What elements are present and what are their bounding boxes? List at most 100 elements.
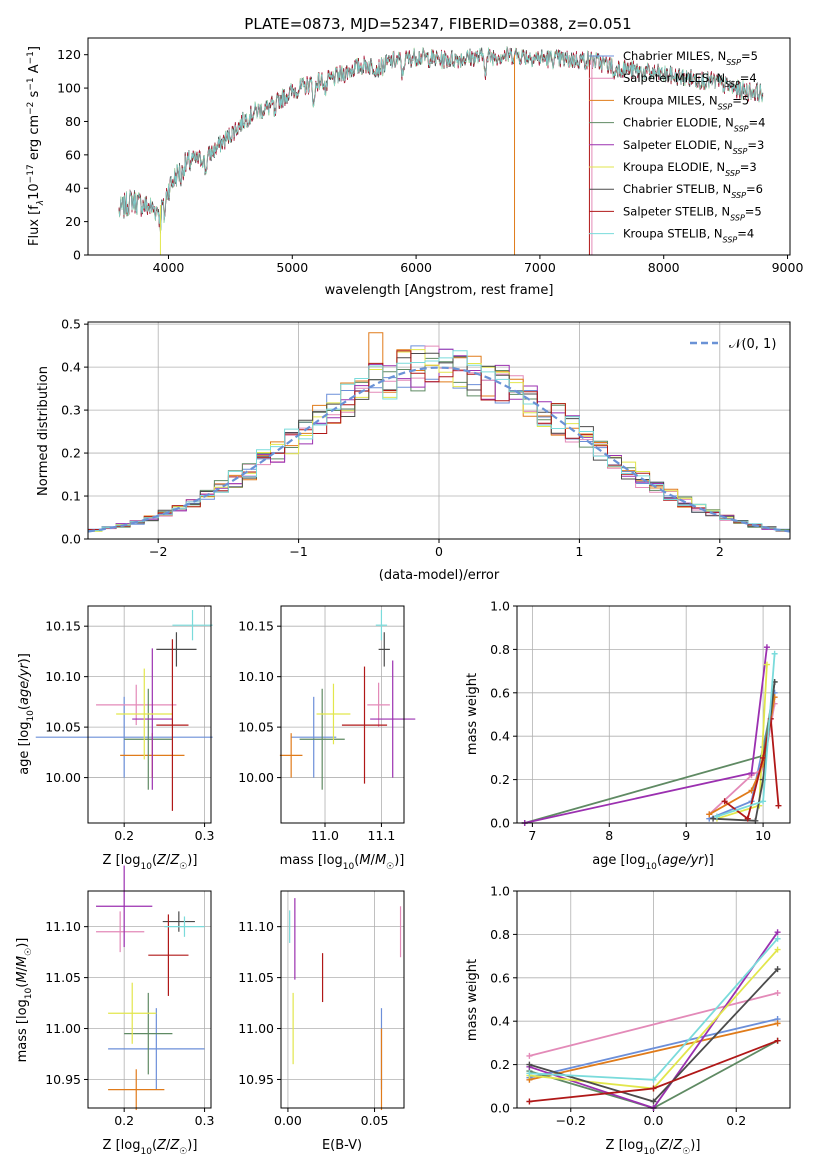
y-tick-label: 120 [57, 47, 81, 62]
y-tick-label: 10.15 [238, 619, 274, 634]
x-tick-label: 9000 [772, 260, 804, 275]
x-tick-label: 11.0 [311, 828, 339, 843]
x-tick-label: 7000 [524, 260, 556, 275]
weight-point-marker [763, 644, 770, 651]
mass-vs-metallicity-xlabel: Z [log10(Z/Z☉)] [103, 1138, 198, 1157]
weight-point-marker [526, 1098, 533, 1105]
weight-point-marker [774, 989, 781, 996]
weight-point-marker [774, 946, 781, 953]
y-tick-label: 20 [65, 214, 81, 229]
x-tick-label: 9 [682, 828, 690, 843]
y-tick-label: 0.4 [490, 1014, 510, 1029]
weight-vs-metallicity-ylabel: mass weight [465, 959, 480, 1041]
weight-point-marker [775, 802, 782, 809]
mass-vs-metallicity-frame [87, 890, 212, 1109]
weight-vs-age-panel: 7 8 9 10 0.0 0.2 0.4 0.6 0.8 1.0 age [log10(age/y… [465, 599, 791, 872]
y-tick-label: 1.0 [490, 599, 510, 614]
y-tick-label: 10.10 [238, 669, 274, 684]
weight-point-marker [650, 1085, 657, 1092]
spectrum-legend-label: Kroupa ELODIE, NSSP=3 [623, 160, 757, 178]
weight-vs-age-ylabel: mass weight [465, 673, 480, 755]
mass-vs-metallicity-panel: 0.2 0.3 10.95 11.00 11.05 11.10 Z [log10(Z/Z☉… [15, 865, 215, 1157]
y-tick-label: 10.15 [45, 619, 81, 634]
mass-vs-metallicity-ylabel: mass [log10(M/M☉)] [15, 938, 34, 1063]
y-tick-label: 0.8 [490, 642, 510, 657]
weight-point-marker [771, 650, 778, 657]
y-tick-label: 11.05 [238, 970, 274, 985]
mass-vs-extinction-frame [280, 890, 405, 1109]
residuals-xlabel: (data-model)/error [379, 568, 500, 583]
age-vs-mass-xlabel: mass [log10(M/M☉)] [280, 853, 405, 872]
x-tick-label: 10 [755, 828, 771, 843]
spectrum-legend-label: Salpeter ELODIE, NSSP=3 [623, 138, 764, 156]
x-tick-label: 0.00 [274, 1113, 302, 1128]
normal-reference-curve [87, 366, 791, 533]
y-tick-label: 10.95 [45, 1072, 81, 1087]
spectrum-model-line [118, 46, 764, 233]
weight-point-marker [744, 815, 751, 822]
spectrum-legend-label: Chabrier ELODIE, NSSP=4 [623, 116, 765, 134]
weight-series-line [524, 681, 776, 824]
spectrum-xlabel: wavelength [Angstrom, rest frame] [325, 283, 554, 298]
y-tick-label: 0.2 [490, 1057, 510, 1072]
residual-histogram [88, 349, 790, 532]
weight-point-marker [774, 1037, 781, 1044]
spectrum-legend: Chabrier MILES, NSSP=5 Salpeter MILES, NS… [589, 49, 765, 244]
y-tick-label: 0.6 [490, 970, 510, 985]
normal-reference-legend-label: 𝒩(0, 1) [729, 337, 776, 352]
y-tick-label: 0.0 [490, 816, 510, 831]
spectrum-legend-label: Salpeter STELIB, NSSP=5 [623, 204, 762, 222]
weight-point-marker [748, 787, 755, 794]
y-tick-label: 11.05 [45, 970, 81, 985]
y-tick-label: 0.4 [61, 360, 81, 375]
spectrum-legend-label: Kroupa STELIB, NSSP=4 [623, 227, 754, 245]
y-tick-label: 0.4 [490, 729, 510, 744]
y-tick-label: 10.95 [238, 1072, 274, 1087]
spectrum-title: PLATE=0873, MJD=52347, FIBERID=0388, z=0… [244, 15, 631, 33]
y-tick-label: 80 [65, 114, 81, 129]
spectrum-panel: PLATE=0873, MJD=52347, FIBERID=0388, z=0… [26, 15, 803, 298]
weight-point-marker [710, 815, 717, 822]
age-vs-mass-frame [280, 605, 405, 824]
weight-point-marker [650, 1076, 657, 1083]
y-tick-label: 0 [73, 248, 81, 263]
weight-point-marker [713, 813, 720, 820]
x-tick-label: 7 [528, 828, 536, 843]
x-tick-label: 0.2 [726, 1113, 746, 1128]
x-tick-label: 0.2 [114, 1113, 134, 1128]
weight-series-line [524, 647, 768, 824]
weight-point-marker [774, 929, 781, 936]
y-tick-label: 1.0 [490, 884, 510, 899]
x-tick-label: 5000 [276, 260, 308, 275]
x-tick-label: −0.2 [556, 1113, 586, 1128]
weight-vs-age-xlabel: age [log10(age/yr)] [592, 853, 714, 872]
age-vs-metallicity-panel: 0.2 0.3 10.00 10.05 10.10 10.15 Z [log10(Z/Z☉… [17, 605, 215, 872]
age-vs-metallicity-frame [87, 605, 212, 824]
residuals-legend: 𝒩(0, 1) [690, 337, 776, 352]
y-tick-label: 40 [65, 181, 81, 196]
weight-point-marker [526, 1070, 533, 1077]
weight-point-marker [526, 1061, 533, 1068]
y-tick-label: 11.00 [238, 1021, 274, 1036]
y-tick-label: 0.3 [61, 403, 81, 418]
weight-vs-age-frame [516, 605, 791, 824]
x-tick-label: 6000 [400, 260, 432, 275]
x-tick-label: 0.0 [644, 1113, 664, 1128]
residuals-ylabel: Normed distribution [36, 366, 51, 496]
x-tick-label: 0.05 [361, 1113, 389, 1128]
y-tick-label: 60 [65, 147, 81, 162]
age-vs-metallicity-xlabel: Z [log10(Z/Z☉)] [103, 853, 198, 872]
x-tick-label: 0.3 [195, 1113, 215, 1128]
weight-point-marker [760, 798, 767, 805]
y-tick-label: 11.10 [238, 919, 274, 934]
age-vs-mass-panel: 11.0 11.1 10.00 10.05 10.10 10.15 mass [log10… [238, 605, 416, 872]
weight-point-marker [763, 661, 770, 668]
weight-vs-metallicity-xlabel: Z [log10(Z/Z☉)] [606, 1138, 701, 1157]
y-tick-label: 11.10 [45, 919, 81, 934]
mass-vs-extinction-panel: 0.00 0.05 10.95 11.00 11.05 11.10 E(B-V) [238, 890, 405, 1153]
y-tick-label: 0.8 [490, 927, 510, 942]
x-tick-label: 11.1 [368, 828, 396, 843]
y-tick-label: 0.2 [61, 446, 81, 461]
x-tick-label: −2 [149, 544, 167, 559]
